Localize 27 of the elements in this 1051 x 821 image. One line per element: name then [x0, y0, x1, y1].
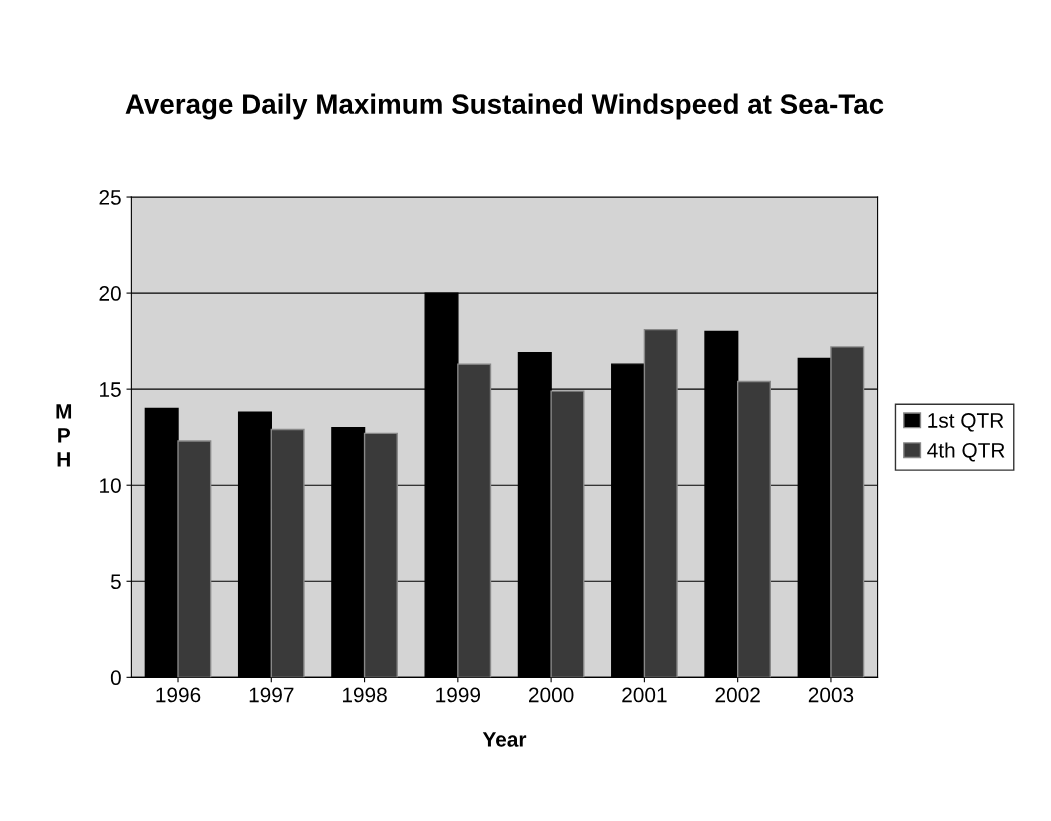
bar — [177, 440, 212, 678]
x-tick-label: 1999 — [436, 687, 481, 703]
y-tick-label: 5 — [110, 574, 121, 590]
y-axis-title: MPH — [56, 404, 72, 467]
y-tick-label: 10 — [100, 478, 121, 493]
y-tick-label: 0 — [110, 670, 121, 686]
y-tick-label: 15 — [100, 382, 121, 397]
bar — [363, 432, 398, 678]
legend-label: 4th QTR — [927, 442, 1005, 462]
x-tick-label: 2000 — [529, 687, 574, 703]
x-axis-title: Year — [482, 732, 527, 747]
bar — [270, 428, 305, 678]
x-tick-label: 1996 — [156, 687, 201, 703]
y-tick-label: 25 — [99, 190, 121, 205]
bar — [830, 346, 865, 678]
x-tick-label: 2003 — [808, 687, 854, 703]
bar — [736, 380, 772, 678]
x-tick-label: 1997 — [249, 687, 294, 703]
x-tick-label: 2002 — [715, 687, 760, 703]
bar — [643, 328, 678, 678]
bar — [550, 390, 585, 678]
bar — [457, 363, 492, 678]
y-tick-label: 20 — [99, 286, 121, 301]
x-tick-label: 2001 — [622, 687, 667, 703]
legend-label: 1st QTR — [928, 413, 1004, 432]
chart-title: Average Daily Maximum Sustained Windspeed at Sea-Tac — [125, 93, 884, 120]
x-tick-label: 1998 — [342, 687, 387, 703]
